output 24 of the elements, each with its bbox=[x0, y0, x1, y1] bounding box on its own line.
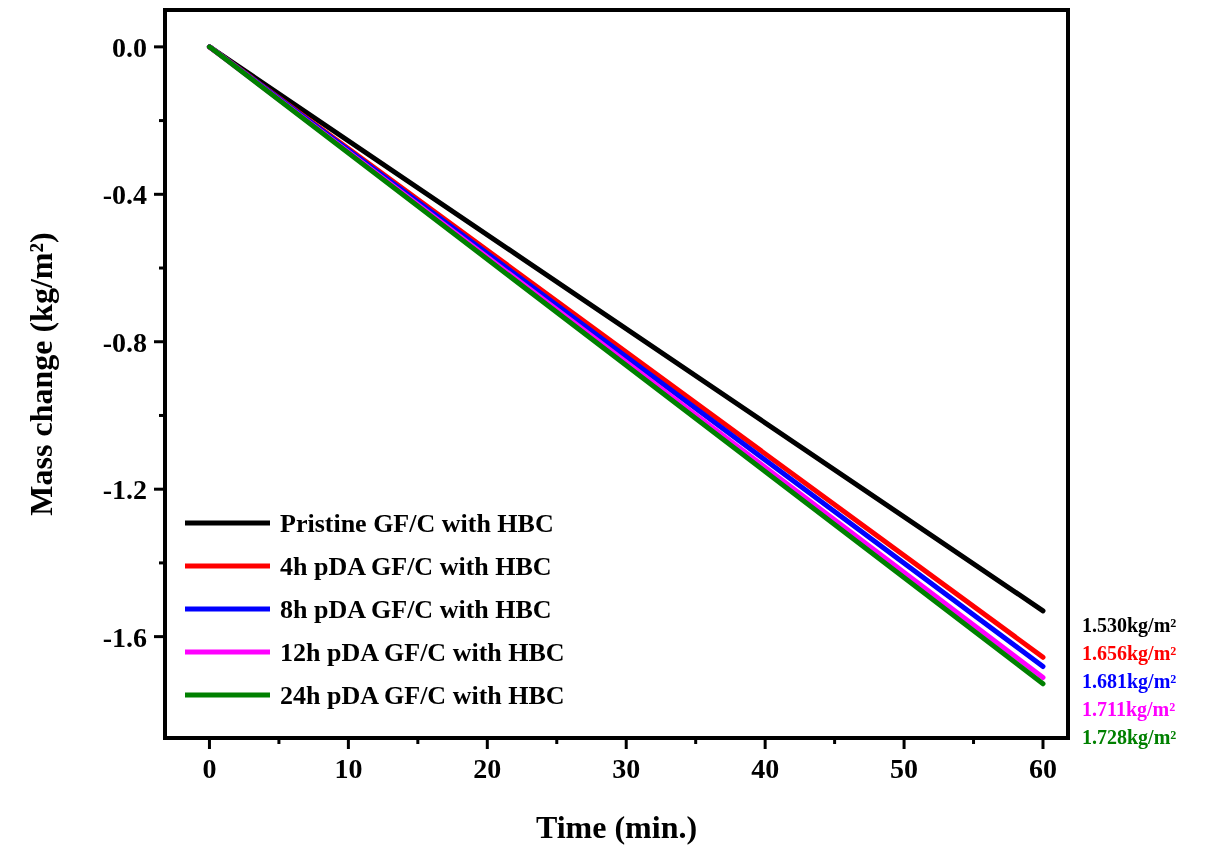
x-tick-label: 10 bbox=[334, 753, 363, 784]
text: 1.656kg/m² bbox=[1082, 642, 1177, 665]
x-tick-label: 60 bbox=[1028, 753, 1057, 784]
y-tick-label: -1.6 bbox=[102, 621, 147, 653]
x-tick-label: 20 bbox=[473, 753, 502, 784]
legend-label: 24h pDA GF/C with HBC bbox=[280, 681, 565, 710]
x-axis-title: Time (min.) bbox=[535, 809, 698, 845]
text: 1.530kg/m² bbox=[1082, 614, 1177, 637]
y-axis-title: Mass change (kg/m²) bbox=[23, 232, 59, 516]
legend-label: 4h pDA GF/C with HBC bbox=[280, 552, 552, 581]
legend-label: Pristine GF/C with HBC bbox=[280, 509, 554, 538]
legend-label: 8h pDA GF/C with HBC bbox=[280, 595, 552, 624]
text: 1.681kg/m² bbox=[1082, 670, 1177, 693]
text: 1.711kg/m² bbox=[1082, 698, 1176, 721]
y-tick-label: -1.2 bbox=[102, 474, 147, 506]
x-tick-label: 50 bbox=[890, 753, 919, 784]
y-tick-label: -0.8 bbox=[102, 326, 147, 358]
text: 1.728kg/m² bbox=[1082, 726, 1177, 749]
x-tick-label: 30 bbox=[612, 753, 641, 784]
y-tick-label: -0.4 bbox=[102, 179, 147, 211]
x-tick-label: 0 bbox=[202, 753, 217, 784]
legend-label: 12h pDA GF/C with HBC bbox=[280, 638, 565, 667]
y-tick-label: 0.0 bbox=[112, 31, 147, 63]
x-tick-label: 40 bbox=[751, 753, 780, 784]
